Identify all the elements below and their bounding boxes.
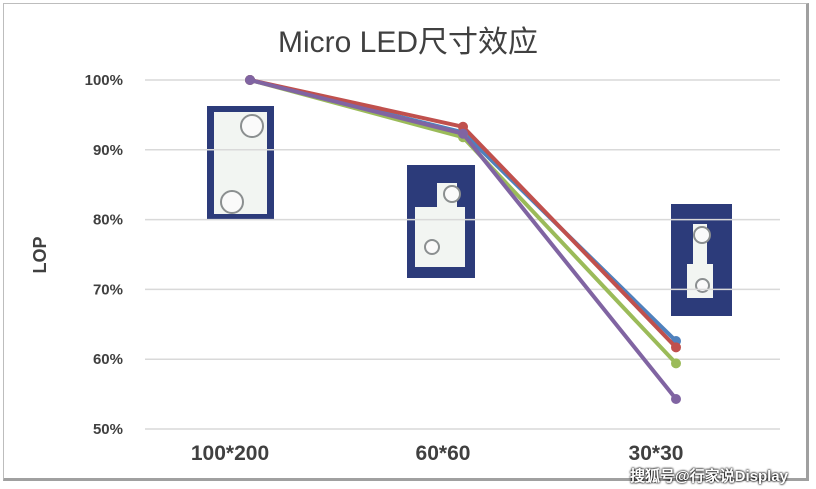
- chip-pad: [240, 114, 264, 138]
- y-axis-label: LOP: [30, 236, 50, 273]
- chart-title: Micro LED尺寸效应: [278, 26, 538, 59]
- y-tick-label: 50%: [93, 421, 123, 438]
- y-tick-label: 90%: [93, 142, 123, 159]
- y-tick-label: 80%: [93, 212, 123, 229]
- series-line-blue: [249, 78, 678, 343]
- y-tick-label: 60%: [93, 351, 123, 368]
- chart-frame: [3, 3, 809, 481]
- x-tick-label: 30*30: [629, 442, 684, 465]
- y-tick-label: 70%: [93, 281, 123, 298]
- chip-pad: [693, 226, 711, 244]
- data-point-purple: [458, 128, 468, 139]
- data-point-red: [671, 342, 681, 353]
- chip-image-100x200: [207, 106, 274, 220]
- watermark: 搜狐号@行家说Display: [630, 468, 788, 485]
- data-point-red: [458, 121, 468, 132]
- y-tick-label: 100%: [85, 72, 123, 89]
- chip-pad: [424, 239, 440, 255]
- x-tick-label: 100*200: [191, 442, 269, 465]
- chip-pad: [443, 185, 461, 203]
- chip-image-30x30: [671, 204, 732, 316]
- series-line-red: [249, 78, 678, 349]
- chip-pad: [220, 190, 244, 214]
- data-point-green: [671, 358, 681, 369]
- chip-image-60x60: [407, 165, 475, 278]
- chip-body: [415, 207, 465, 267]
- data-point-purple: [671, 393, 681, 404]
- data-point-purple: [245, 75, 255, 85]
- x-tick-label: 60*60: [416, 442, 471, 465]
